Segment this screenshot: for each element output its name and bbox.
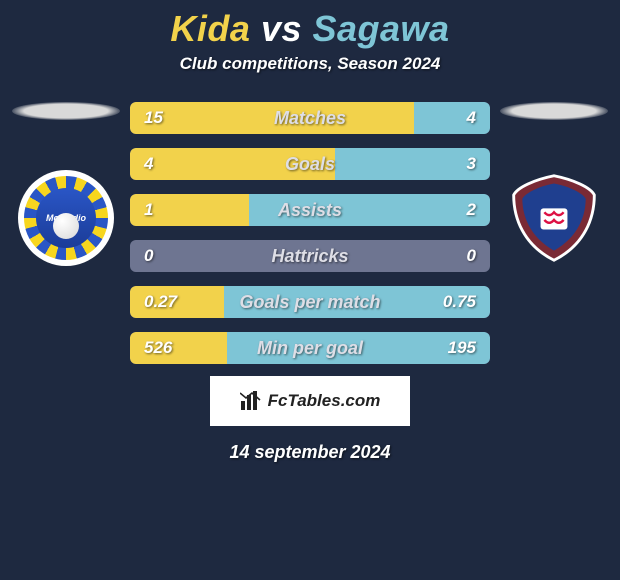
- stat-value-left: 526: [144, 338, 172, 358]
- title-area: Kida vs Sagawa Club competitions, Season…: [0, 8, 620, 74]
- stat-row: 4 3 Goals: [130, 148, 490, 180]
- watermark-text: FcTables.com: [268, 391, 381, 411]
- stat-value-left: 4: [144, 154, 153, 174]
- date-line: 14 september 2024: [0, 442, 620, 463]
- stat-label: Min per goal: [257, 338, 363, 359]
- player2-name: Sagawa: [313, 8, 450, 49]
- comparison-card: Kida vs Sagawa Club competitions, Season…: [0, 0, 620, 463]
- player2-club-badge: [506, 170, 602, 266]
- stat-value-right: 4: [467, 108, 476, 128]
- layout: Montedio 15 4 Matches 4 3 Goals 1 2 Assists 0 0 Hat…: [0, 102, 620, 364]
- stat-label: Goals: [285, 154, 335, 175]
- stat-bar-right: [414, 102, 490, 134]
- stat-label: Goals per match: [239, 292, 380, 313]
- stat-label: Matches: [274, 108, 346, 129]
- stat-value-left: 1: [144, 200, 153, 220]
- player2-shadow-ellipse: [500, 102, 608, 120]
- player1-shadow-ellipse: [12, 102, 120, 120]
- left-column: Montedio: [10, 102, 122, 266]
- stat-value-left: 0.27: [144, 292, 177, 312]
- stat-bar-left: [130, 102, 414, 134]
- stat-row: 1 2 Assists: [130, 194, 490, 226]
- stat-row: 526 195 Min per goal: [130, 332, 490, 364]
- stat-value-right: 195: [448, 338, 476, 358]
- stat-value-left: 0: [144, 246, 153, 266]
- bar-chart-icon: [240, 391, 262, 411]
- right-column: [498, 102, 610, 266]
- stat-row: 0 0 Hattricks: [130, 240, 490, 272]
- stat-label: Hattricks: [271, 246, 348, 267]
- player1-club-badge: Montedio: [18, 170, 114, 266]
- watermark-badge: FcTables.com: [210, 376, 410, 426]
- stat-value-left: 15: [144, 108, 163, 128]
- subtitle: Club competitions, Season 2024: [0, 54, 620, 74]
- stat-row: 15 4 Matches: [130, 102, 490, 134]
- stat-value-right: 3: [467, 154, 476, 174]
- vs-word: vs: [261, 8, 302, 49]
- stat-label: Assists: [278, 200, 342, 221]
- stat-row: 0.27 0.75 Goals per match: [130, 286, 490, 318]
- stat-value-right: 0: [467, 246, 476, 266]
- player1-name: Kida: [170, 8, 250, 49]
- stats-column: 15 4 Matches 4 3 Goals 1 2 Assists 0 0 Hattricks 0.2…: [130, 102, 490, 364]
- stat-value-right: 0.75: [443, 292, 476, 312]
- main-title: Kida vs Sagawa: [0, 8, 620, 50]
- stat-value-right: 2: [467, 200, 476, 220]
